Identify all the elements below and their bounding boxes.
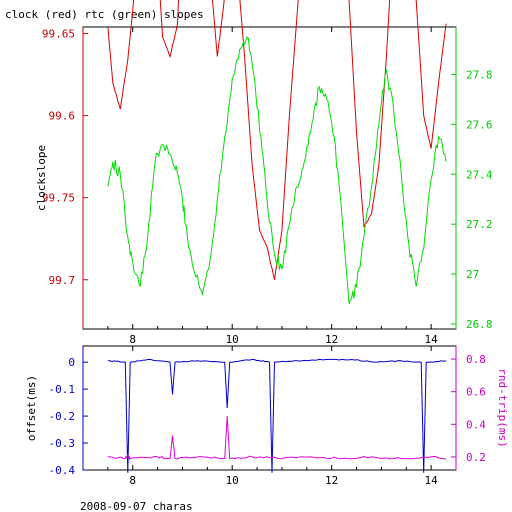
- bottom-y-tick-label: -0.4: [49, 464, 76, 477]
- bottom-x-tick-label: 10: [226, 474, 239, 487]
- bottom-x-axis-label: 2008-09-07 charas: [80, 500, 193, 512]
- bottom-y2-axis-label: rnd-trip(ms): [496, 368, 509, 447]
- bottom-y-axis-label: offset(ms): [25, 375, 38, 441]
- bottom-y-tick-label: -0.2: [49, 410, 76, 423]
- bottom-y-tick-label: -0.1: [49, 383, 76, 396]
- top-series-left-line: [107, 0, 447, 280]
- top-y2-tick-label: 27: [466, 268, 479, 281]
- top-y-tick-label: 99.75: [42, 192, 75, 205]
- top-series-group: [107, 0, 447, 305]
- top-y-axis-label: clockslope: [35, 145, 48, 211]
- top-y2-tick-label: 27.4: [466, 168, 493, 181]
- chart-title: clock (red) rtc (green) slopes: [5, 8, 204, 21]
- bottom-x-tick-label: 14: [425, 474, 439, 487]
- bottom-y2-tick-label: 0.8: [466, 353, 486, 366]
- top-y-tick-label: 99.7: [49, 274, 76, 287]
- bottom-series-group: [107, 358, 447, 473]
- bottom-y-tick-label: -0.3: [49, 437, 76, 450]
- top-x-tick-label: 14: [425, 333, 439, 346]
- bottom-axes-group: 8 10 12 14 0 -0.1 -0.2 -0.3 -0.4 0.8 0.6 0.4 0.2: [49, 346, 486, 487]
- top-y2-tick-label: 27.8: [466, 68, 493, 81]
- top-y2-tick-label: 27.2: [466, 218, 493, 231]
- top-axes-group: 8 10 12 14 99.65 99.6 99.75 99.7 27.8 27.6 27.4 27.…: [42, 27, 493, 346]
- top-y2-tick-label: 26.8: [466, 318, 493, 331]
- bottom-x-tick-label: 12: [325, 474, 338, 487]
- bottom-y-tick-label: 0: [68, 356, 75, 369]
- bottom-y2-tick-label: 0.2: [466, 451, 486, 464]
- bottom-series-right-line: [107, 416, 447, 460]
- bottom-x-tick-label: 8: [129, 474, 136, 487]
- top-x-tick-label: 10: [226, 333, 239, 346]
- top-y-tick-label: 99.65: [42, 28, 75, 41]
- top-y-tick-label: 99.6: [49, 110, 76, 123]
- bottom-y2-tick-label: 0.6: [466, 386, 486, 399]
- top-x-tick-label: 12: [325, 333, 338, 346]
- top-x-tick-label: 8: [129, 333, 136, 346]
- top-series-right-line: [107, 36, 447, 305]
- bottom-y2-tick-label: 0.4: [466, 418, 486, 431]
- top-y2-tick-label: 27.6: [466, 118, 493, 131]
- bottom-series-left-line: [107, 358, 447, 473]
